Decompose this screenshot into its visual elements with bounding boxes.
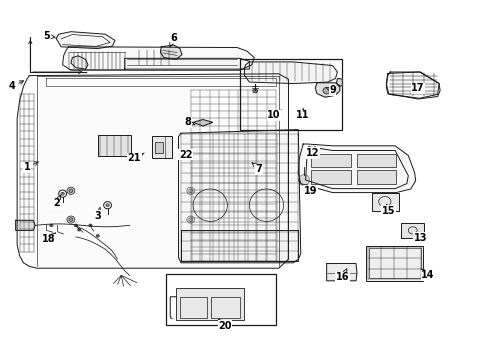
Polygon shape [244,62,337,84]
Text: 14: 14 [420,269,434,280]
Ellipse shape [74,224,77,227]
Bar [180,297,206,318]
Text: 21: 21 [127,153,144,163]
Ellipse shape [61,192,64,195]
Text: 20: 20 [218,319,231,331]
Text: 19: 19 [303,184,317,196]
Ellipse shape [252,89,257,93]
Polygon shape [71,56,88,69]
Text: 6: 6 [169,33,177,47]
Text: 11: 11 [296,109,309,120]
Polygon shape [336,78,342,86]
Bar [311,154,350,167]
Bar [151,136,172,158]
Bar [400,223,424,238]
Bar [239,59,342,130]
Polygon shape [62,47,254,70]
Ellipse shape [337,274,346,280]
Polygon shape [315,83,339,97]
Text: 12: 12 [305,147,319,158]
Text: 13: 13 [412,232,427,243]
Text: 16: 16 [335,269,348,282]
Ellipse shape [188,189,192,193]
Ellipse shape [77,228,81,231]
Ellipse shape [69,218,73,221]
Polygon shape [56,32,115,49]
Text: 1: 1 [23,162,38,172]
Text: 2: 2 [53,195,61,208]
Polygon shape [181,230,298,261]
Bar [356,154,395,167]
Polygon shape [160,45,182,59]
Bar [166,274,276,325]
Ellipse shape [89,224,92,227]
Polygon shape [298,144,415,193]
Polygon shape [16,220,35,230]
Text: 8: 8 [184,117,195,127]
Ellipse shape [67,216,75,223]
Ellipse shape [105,204,109,207]
Text: 7: 7 [252,163,262,174]
Bar [371,193,398,211]
Text: 15: 15 [381,204,395,216]
Ellipse shape [50,224,53,227]
Bar [176,288,244,320]
Polygon shape [193,120,212,126]
Text: 22: 22 [178,150,192,160]
Bar [154,142,163,153]
Text: 5: 5 [43,31,55,41]
Text: 17: 17 [410,83,424,94]
Ellipse shape [186,187,194,194]
Text: 18: 18 [42,233,56,244]
Text: 10: 10 [266,110,281,120]
Bar [365,246,423,281]
Text: 9: 9 [325,85,335,95]
Ellipse shape [322,87,330,94]
Ellipse shape [69,189,73,193]
Ellipse shape [186,216,194,223]
Bar [356,170,395,184]
Text: 3: 3 [94,208,101,221]
Polygon shape [386,72,439,99]
Ellipse shape [298,175,309,185]
Bar [311,170,350,184]
Bar [98,135,131,156]
Polygon shape [124,58,249,69]
Ellipse shape [96,234,100,237]
Bar [211,297,239,318]
Polygon shape [178,130,300,263]
Text: 4: 4 [9,81,23,91]
Ellipse shape [188,218,192,221]
Ellipse shape [67,187,75,194]
Polygon shape [326,264,356,281]
Bar [368,248,420,278]
Polygon shape [17,74,288,268]
